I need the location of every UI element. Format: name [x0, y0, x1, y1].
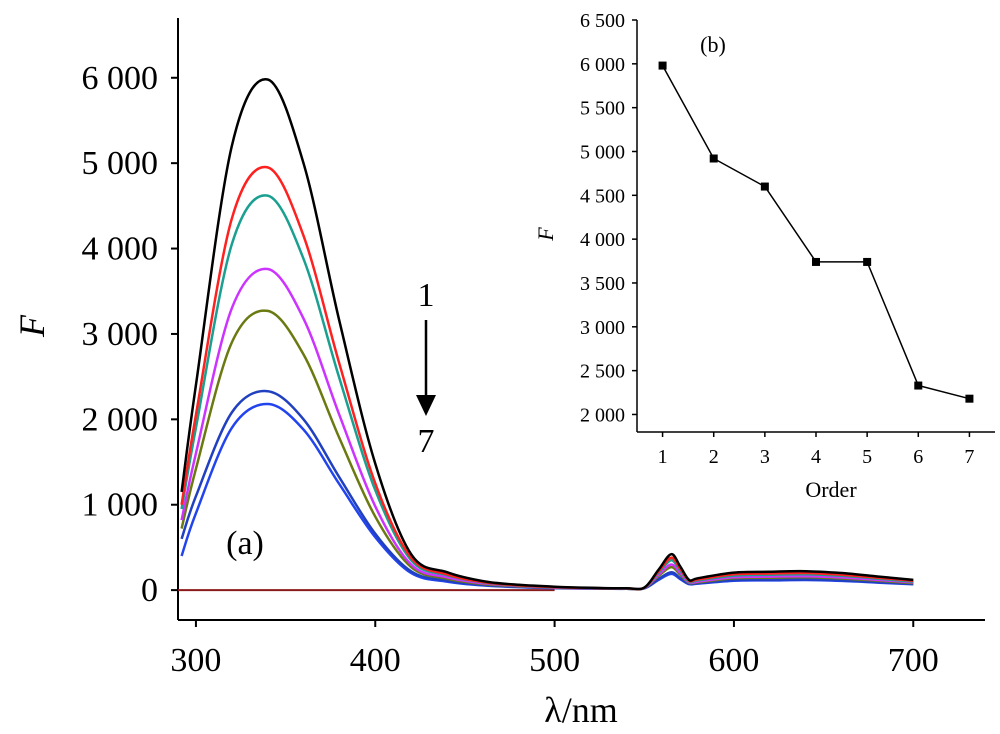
main-x-tick-label: 400 — [350, 642, 401, 679]
main-y-tick-label: 2 000 — [82, 401, 159, 438]
main-spectra-panel: 0 1 000 2 000 3 000 4 000 5 000 6 000 300 400 50… — [12, 18, 985, 730]
inset-data-point — [709, 154, 718, 163]
spectrum-line-4 — [180, 267, 914, 591]
spectrum-line-6 — [180, 389, 914, 591]
main-y-tick-label: 0 — [141, 572, 158, 609]
inset-data-point — [658, 61, 667, 70]
inset-x-tick-label: 3 — [760, 446, 770, 468]
main-x-tick-label: 300 — [170, 642, 221, 679]
main-y-tick-label: 1 000 — [82, 487, 159, 524]
spectrum-line-3 — [180, 194, 914, 591]
inset-y-tick-label: 6 500 — [580, 10, 625, 32]
inset-x-tick-label: 6 — [913, 446, 923, 468]
inset-x-tick-label: 1 — [658, 446, 668, 468]
inset-x-axis-label: Order — [805, 477, 857, 502]
inset-data-point — [760, 182, 769, 191]
inset-y-tick-label: 2 500 — [580, 361, 625, 383]
main-y-tick-label: 5 000 — [82, 145, 159, 182]
inset-panel: 2 000 2 500 3 000 3 500 4 000 4 500 5 000 5 500… — [533, 10, 995, 502]
main-y-axis-label: F — [12, 314, 52, 338]
inset-y-axis-label: F — [533, 227, 558, 242]
inset-data-point — [863, 257, 872, 266]
inset-y-tick-label: 6 000 — [580, 54, 625, 76]
annotation-arrow-head — [416, 395, 436, 416]
inset-y-tick-label: 3 500 — [580, 273, 625, 295]
annotation-end-label: 7 — [418, 423, 435, 460]
inset-data-point — [914, 381, 923, 390]
main-x-axis-label: λ/nm — [544, 690, 617, 730]
spectrum-line-5 — [180, 309, 914, 591]
panel-b-label: (b) — [700, 32, 726, 57]
inset-y-tick-label: 2 000 — [580, 404, 625, 426]
annotation-start-label: 1 — [418, 277, 435, 314]
inset-x-tick-label: 5 — [862, 446, 872, 468]
inset-series-line — [661, 65, 970, 400]
main-y-tick-label: 6 000 — [82, 60, 159, 97]
inset-data-point — [812, 257, 820, 266]
inset-y-tick-label: 3 000 — [580, 317, 625, 339]
inset-x-tick-label: 7 — [964, 446, 974, 468]
inset-x-tick-label: 2 — [709, 446, 719, 468]
inset-data-point — [965, 394, 974, 403]
spectrum-line-1 — [180, 78, 914, 591]
inset-y-tick-label: 5 000 — [580, 141, 625, 163]
main-x-tick-label: 700 — [888, 642, 939, 679]
inset-y-tick-label: 4 000 — [580, 229, 625, 251]
inset-x-tick-label: 4 — [811, 446, 821, 468]
main-x-tick-label: 500 — [529, 642, 580, 679]
main-x-tick-label: 600 — [708, 642, 759, 679]
main-y-tick-label: 3 000 — [82, 316, 159, 353]
main-y-tick-label: 4 000 — [82, 231, 159, 268]
inset-y-tick-label: 4 500 — [580, 185, 625, 207]
panel-a-label: (a) — [226, 525, 264, 562]
inset-y-tick-label: 5 500 — [580, 98, 625, 120]
